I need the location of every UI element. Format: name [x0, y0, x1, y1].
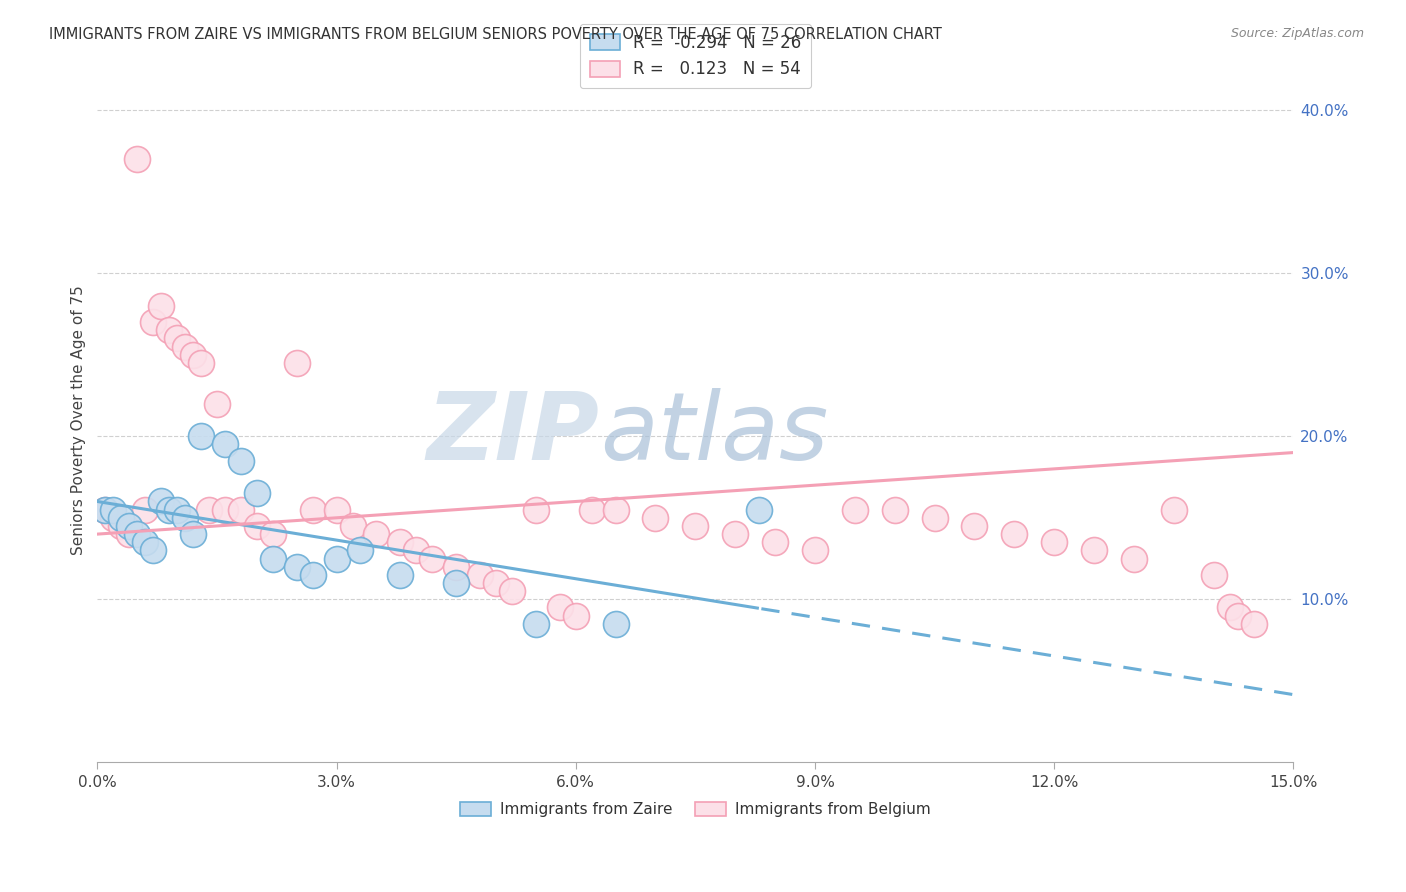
Point: [110, 510, 132, 524]
Y-axis label: Seniors Poverty Over the Age of 75: Seniors Poverty Over the Age of 75: [72, 285, 86, 555]
Point: [844, 502, 866, 516]
Point: [157, 502, 180, 516]
Point: [325, 502, 347, 516]
Point: [1043, 535, 1066, 549]
Point: [924, 510, 946, 524]
Text: Source: ZipAtlas.com: Source: ZipAtlas.com: [1230, 27, 1364, 40]
Point: [262, 527, 284, 541]
Point: [181, 527, 204, 541]
Point: [301, 567, 323, 582]
Text: IMMIGRANTS FROM ZAIRE VS IMMIGRANTS FROM BELGIUM SENIORS POVERTY OVER THE AGE OF: IMMIGRANTS FROM ZAIRE VS IMMIGRANTS FROM…: [49, 27, 942, 42]
Point: [389, 567, 412, 582]
Point: [301, 502, 323, 516]
Point: [94, 502, 117, 516]
Point: [420, 551, 443, 566]
Point: [1243, 616, 1265, 631]
Text: atlas: atlas: [600, 388, 828, 479]
Point: [174, 510, 197, 524]
Point: [748, 502, 770, 516]
Point: [389, 535, 412, 549]
Point: [229, 453, 252, 467]
Point: [1202, 567, 1225, 582]
Point: [804, 543, 827, 558]
Point: [605, 616, 627, 631]
Point: [190, 429, 212, 443]
Point: [118, 527, 141, 541]
Point: [150, 299, 173, 313]
Point: [444, 559, 467, 574]
Point: [1219, 600, 1241, 615]
Point: [214, 437, 236, 451]
Point: [127, 152, 149, 166]
Point: [262, 551, 284, 566]
Point: [501, 584, 523, 599]
Point: [94, 502, 117, 516]
Text: ZIP: ZIP: [427, 388, 600, 480]
Point: [198, 502, 221, 516]
Point: [883, 502, 905, 516]
Point: [1163, 502, 1185, 516]
Point: [685, 519, 707, 533]
Point: [166, 331, 188, 345]
Point: [581, 502, 603, 516]
Point: [605, 502, 627, 516]
Legend: Immigrants from Zaire, Immigrants from Belgium: Immigrants from Zaire, Immigrants from B…: [454, 796, 936, 823]
Point: [134, 535, 156, 549]
Point: [1122, 551, 1144, 566]
Point: [110, 519, 132, 533]
Point: [763, 535, 786, 549]
Point: [157, 323, 180, 337]
Point: [181, 348, 204, 362]
Point: [325, 551, 347, 566]
Point: [444, 576, 467, 591]
Point: [142, 543, 165, 558]
Point: [963, 519, 986, 533]
Point: [1002, 527, 1025, 541]
Point: [524, 616, 547, 631]
Point: [150, 494, 173, 508]
Point: [524, 502, 547, 516]
Point: [1226, 608, 1249, 623]
Point: [103, 502, 125, 516]
Point: [166, 502, 188, 516]
Point: [548, 600, 571, 615]
Point: [565, 608, 588, 623]
Point: [366, 527, 388, 541]
Point: [246, 519, 269, 533]
Point: [405, 543, 427, 558]
Point: [118, 519, 141, 533]
Point: [174, 340, 197, 354]
Point: [285, 559, 308, 574]
Point: [229, 502, 252, 516]
Point: [214, 502, 236, 516]
Point: [246, 486, 269, 500]
Point: [724, 527, 747, 541]
Point: [142, 315, 165, 329]
Point: [103, 510, 125, 524]
Point: [285, 356, 308, 370]
Point: [205, 396, 228, 410]
Point: [134, 502, 156, 516]
Point: [190, 356, 212, 370]
Point: [349, 543, 371, 558]
Point: [1083, 543, 1105, 558]
Point: [468, 567, 491, 582]
Point: [127, 527, 149, 541]
Point: [485, 576, 508, 591]
Point: [342, 519, 364, 533]
Point: [644, 510, 666, 524]
